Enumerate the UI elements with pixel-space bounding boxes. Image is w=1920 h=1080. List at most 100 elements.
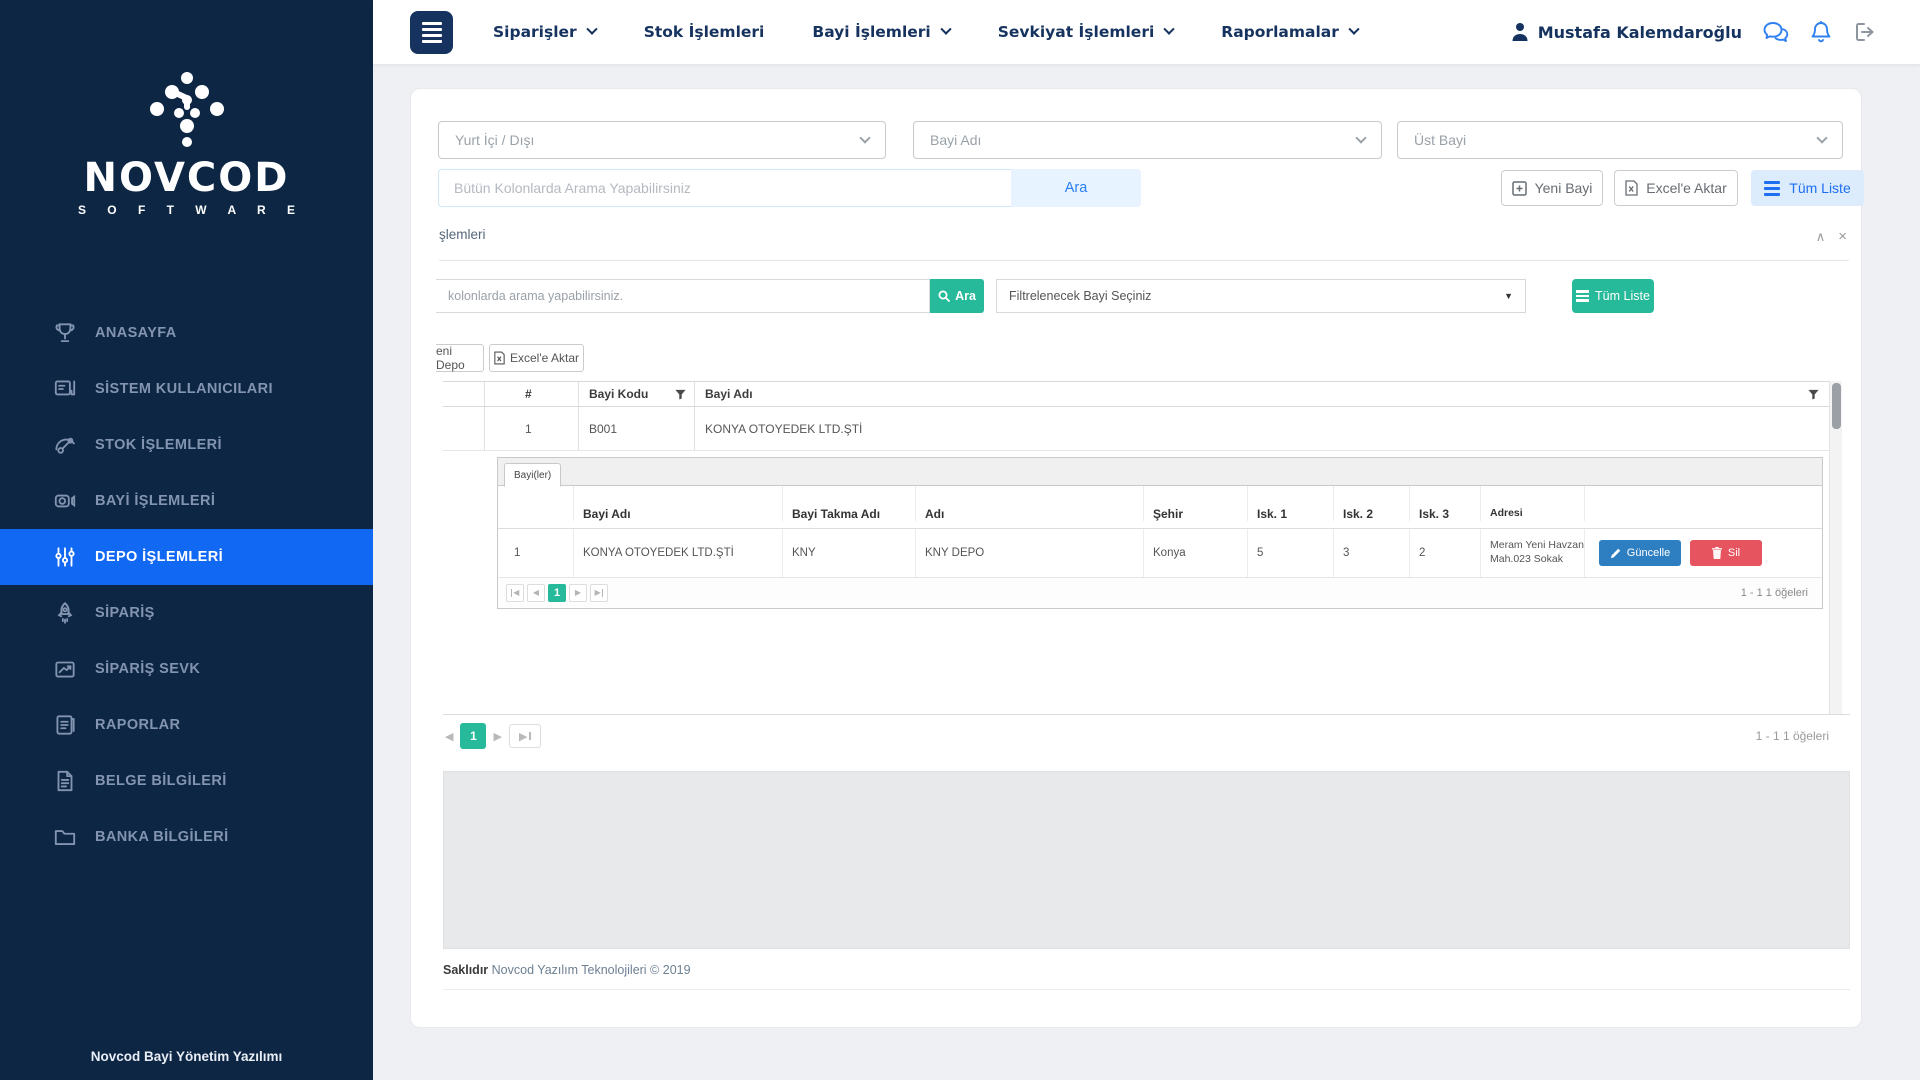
subgrid-header-name: Bayi Adı	[574, 486, 783, 521]
top-navbar: Siparişler Stok İşlemleri Bayi İşlemleri…	[373, 0, 1920, 64]
dealer-detail-subpanel: Bayi(ler) Bayi Adı Bayi Takma Adı Adı Şe…	[497, 457, 1823, 609]
subgrid-cell-address: Meram Yeni Havzan Mah.023 Sokak	[1481, 529, 1585, 577]
page-number-button[interactable]: 1	[460, 723, 487, 749]
chat-icon[interactable]	[1762, 20, 1790, 44]
filter-select-value: Yurt İçi / Dışı	[455, 132, 535, 148]
new-depot-button[interactable]: eni Depo	[436, 344, 484, 372]
subgrid-header-city: Şehir	[1144, 486, 1248, 521]
logout-icon[interactable]	[1852, 20, 1878, 44]
nav-item-label: Stok İşlemleri	[643, 23, 765, 41]
nav-item-stok-islemleri[interactable]: Stok İşlemleri	[644, 23, 765, 41]
subgrid-row[interactable]: 1 KONYA OTOYEDEK LTD.ŞTİ KNY KNY DEPO Ko…	[498, 529, 1822, 578]
sidebar-item-label: SİPARİŞ SEVK	[95, 661, 201, 677]
panel-title: şlemleri	[439, 227, 486, 242]
subgrid-header-address: Adresi	[1481, 486, 1585, 521]
panel-full-list-button[interactable]: Tüm Liste	[1572, 279, 1654, 313]
trophy-icon	[55, 323, 75, 343]
column-label: Bayi Adı	[705, 387, 753, 401]
last-page-button[interactable]: ▶	[590, 583, 608, 602]
sidebar-item-banka-bilgileri[interactable]: BANKA BİLGİLERİ	[0, 809, 373, 865]
sidebar-item-siparis-sevk[interactable]: SİPARİŞ SEVK	[0, 641, 373, 697]
sidebar-item-depo-islemleri[interactable]: DEPO İŞLEMLERİ	[0, 529, 373, 585]
prev-page-button[interactable]: ◀	[445, 730, 454, 743]
folder-icon	[54, 830, 76, 845]
global-search-button[interactable]: Ara	[1011, 169, 1141, 207]
sidebar-item-raporlar[interactable]: RAPORLAR	[0, 697, 373, 753]
filter-select-dealer-name[interactable]: Bayi Adı	[913, 121, 1382, 159]
plus-square-icon	[1511, 180, 1527, 196]
tab-bayiler[interactable]: Bayi(ler)	[504, 463, 562, 487]
export-excel-button[interactable]: Excel'e Aktar	[1614, 170, 1738, 206]
panel-tools: ∧ ×	[1816, 229, 1847, 244]
page-number-button[interactable]: 1	[548, 583, 566, 602]
panel-search-input[interactable]	[436, 279, 930, 313]
subgrid-cell-isk3: 2	[1410, 529, 1481, 577]
button-label: Yeni Bayi	[1534, 180, 1593, 196]
filter-select-value: Üst Bayi	[1414, 132, 1467, 148]
full-list-button[interactable]: Tüm Liste	[1751, 170, 1864, 206]
sidebar-menu: ANASAYFA SİSTEM KULLANICILARI STOK İŞLEM…	[0, 305, 373, 865]
grid-header-code[interactable]: Bayi Kodu	[579, 382, 695, 406]
user-name: Mustafa Kalemdaroğlu	[1537, 22, 1742, 42]
sidebar-item-label: DEPO İŞLEMLERİ	[95, 549, 224, 565]
subgrid-cell-actions: Güncelle Sil	[1585, 529, 1822, 577]
update-button[interactable]: Güncelle	[1599, 540, 1681, 566]
bell-icon[interactable]	[1810, 20, 1832, 44]
filter-select-parent-dealer[interactable]: Üst Bayi	[1397, 121, 1843, 159]
subgrid-cell-isk2: 3	[1334, 529, 1410, 577]
grid-bottom-border	[443, 714, 1850, 715]
gauge-icon	[55, 437, 75, 454]
panel-filter-select[interactable]: Filtrelenecek Bayi Seçiniz ▼	[996, 279, 1526, 313]
nav-item-raporlamalar[interactable]: Raporlamalar	[1221, 23, 1360, 41]
next-page-button[interactable]: ▶	[493, 730, 502, 743]
sidebar-item-sistem-kullanicilari[interactable]: SİSTEM KULLANICILARI	[0, 361, 373, 417]
grid-vertical-scrollbar[interactable]	[1829, 381, 1842, 714]
subgrid-cell-num: 1	[498, 529, 574, 577]
hamburger-menu-button[interactable]	[410, 10, 453, 54]
global-search-input[interactable]	[438, 169, 1011, 207]
sidebar-item-belge-bilgileri[interactable]: BELGE BİLGİLERİ	[0, 753, 373, 809]
last-page-button[interactable]: ▶	[508, 724, 541, 748]
sidebar-item-stok-islemleri[interactable]: STOK İŞLEMLERİ	[0, 417, 373, 473]
nav-item-sevkiyat-islemleri[interactable]: Sevkiyat İşlemleri	[998, 23, 1175, 41]
brand-logo: NOVCOD S O F T W A R E	[0, 0, 373, 217]
sidebar-item-label: ANASAYFA	[95, 325, 177, 341]
sidebar-item-siparis[interactable]: SİPARİŞ	[0, 585, 373, 641]
empty-detail-area	[443, 771, 1850, 949]
next-page-button[interactable]: ▶	[569, 583, 587, 602]
panel-export-excel-button[interactable]: Excel'e Aktar	[489, 344, 584, 372]
grid-header-name[interactable]: Bayi Adı	[695, 382, 1829, 406]
chevron-down-icon	[859, 132, 871, 144]
button-label: Tüm Liste	[1595, 289, 1650, 303]
chevron-down-icon	[940, 23, 952, 35]
new-dealer-button[interactable]: Yeni Bayi	[1501, 170, 1603, 206]
nav-item-bayi-islemleri[interactable]: Bayi İşlemleri	[812, 23, 952, 41]
grid-cell-expand[interactable]	[443, 407, 485, 450]
address-line: Meram Yeni Havzan	[1490, 539, 1584, 552]
close-icon[interactable]: ×	[1838, 228, 1847, 245]
subgrid-header-row: Bayi Adı Bayi Takma Adı Adı Şehir Isk. 1…	[498, 486, 1822, 529]
delete-button[interactable]: Sil	[1690, 540, 1762, 566]
subgrid-cell-adi: KNY DEPO	[916, 529, 1144, 577]
sidebar-item-bayi-islemleri[interactable]: BAYİ İŞLEMLERİ	[0, 473, 373, 529]
grid-cell-name: KONYA OTOYEDEK LTD.ŞTİ	[705, 421, 863, 436]
panel-search-button[interactable]: Ara	[930, 279, 984, 313]
filter-funnel-icon[interactable]	[675, 389, 686, 400]
subgrid-header-num	[498, 486, 574, 521]
sliders-icon	[55, 547, 75, 567]
collapse-icon[interactable]: ∧	[1815, 229, 1826, 244]
navbar-menu: Siparişler Stok İşlemleri Bayi İşlemleri…	[493, 23, 1360, 41]
subgrid-header-isk3: Isk. 3	[1410, 486, 1481, 521]
user-menu[interactable]: Mustafa Kalemdaroğlu	[1511, 22, 1742, 42]
chevron-down-icon	[1816, 132, 1828, 144]
filter-funnel-icon[interactable]	[1808, 389, 1819, 400]
prev-page-button[interactable]: ◀	[527, 583, 545, 602]
grid-pagination: ◀ 1 ▶ ▶	[445, 723, 541, 749]
nav-item-siparisler[interactable]: Siparişler	[493, 23, 598, 41]
panel-filter-value: Filtrelenecek Bayi Seçiniz	[1009, 289, 1152, 303]
sidebar-item-anasayfa[interactable]: ANASAYFA	[0, 305, 373, 361]
grid-row[interactable]: 1 B001 KONYA OTOYEDEK LTD.ŞTİ	[443, 407, 1829, 451]
scrollbar-thumb[interactable]	[1832, 383, 1841, 429]
first-page-button[interactable]: ◀	[506, 583, 524, 602]
filter-select-region[interactable]: Yurt İçi / Dışı	[438, 121, 886, 159]
